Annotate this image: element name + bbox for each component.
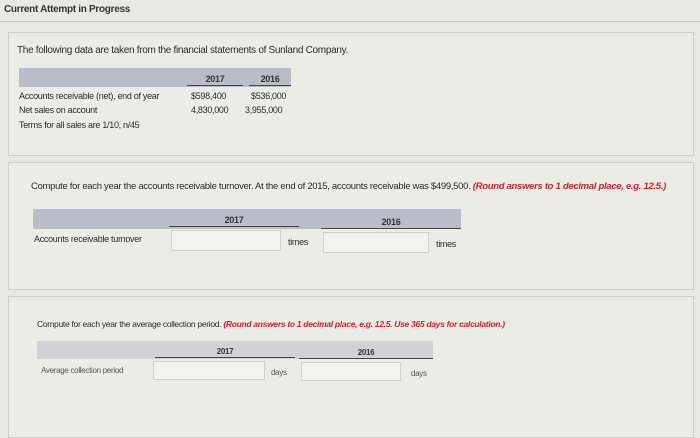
col-2017: 2017 [187,74,243,86]
cell: $536,000 [251,91,287,101]
col-2016: 2016 [321,217,461,229]
instruction-text: Compute for each year the average collec… [37,319,222,329]
period-2016-input[interactable] [301,362,401,381]
row-label: Accounts receivable (net), end of year [19,91,160,101]
row-label: Accounts receivable turnover [34,234,142,244]
instruction-text: Compute for each year the accounts recei… [31,181,471,192]
col-2016: 2016 [299,348,433,359]
cell: $598,400 [191,91,227,101]
q2-header-band [37,341,433,359]
unit-label: times [436,239,457,249]
question-1-panel: Compute for each year the accounts recei… [8,162,694,290]
col-2016: 2016 [249,74,291,86]
divider [0,21,700,22]
page-title: Current Attempt in Progress [4,4,130,15]
rounding-hint: (Round answers to 1 decimal place, e.g. … [472,181,666,192]
unit-label: days [411,369,427,378]
unit-label: times [288,237,309,247]
col-2017: 2017 [169,215,299,227]
terms-note: Terms for all sales are 1/10, n/45 [19,120,140,130]
turnover-2017-input[interactable] [171,230,281,251]
cell: 4,830,000 [191,105,229,115]
row-label: Net sales on account [19,105,98,115]
rounding-hint: (Round answers to 1 decimal place, e.g. … [223,319,505,329]
q2-instruction: Compute for each year the average collec… [37,319,505,329]
question-2-panel: Compute for each year the average collec… [8,296,694,438]
table-header-band [19,68,291,87]
data-panel: The following data are taken from the fi… [8,32,694,156]
turnover-2016-input[interactable] [323,232,429,253]
row-label: Average collection period [41,366,124,375]
unit-label: days [271,368,287,377]
intro-text: The following data are taken from the fi… [17,45,349,56]
period-2017-input[interactable] [153,361,265,380]
q1-header-band [33,209,461,229]
q1-instruction: Compute for each year the accounts recei… [31,181,666,192]
cell: 3,955,000 [245,105,283,115]
col-2017: 2017 [155,347,295,358]
